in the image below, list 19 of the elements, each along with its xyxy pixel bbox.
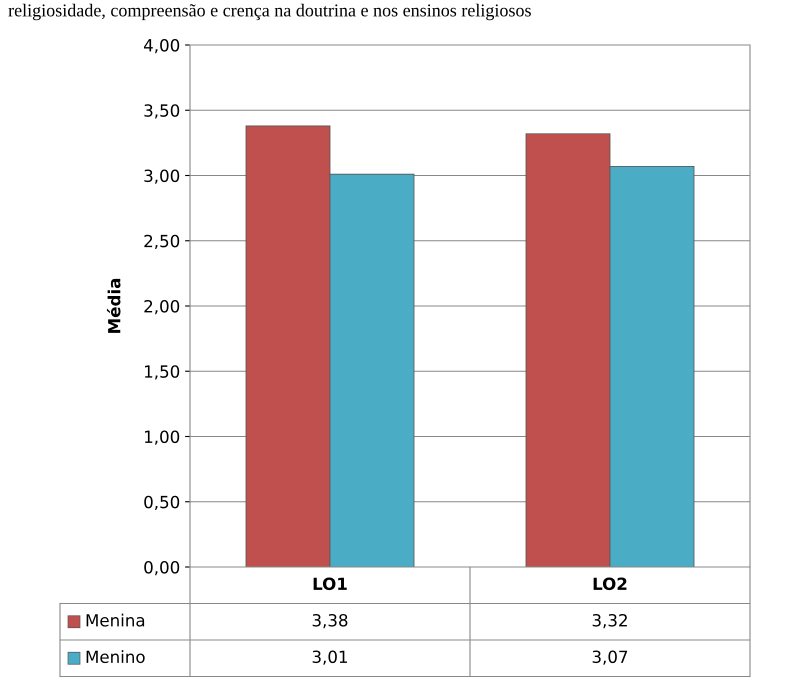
- data-label: 3,01: [312, 650, 348, 665]
- y-tick-label: 3,50: [144, 104, 180, 119]
- legend-label: Menino: [86, 650, 145, 664]
- chart-title: religiosidade, compreensão e crença na doutrina e nos ensinos religiosos: [8, 4, 531, 20]
- y-tick-label: 1,50: [145, 365, 180, 380]
- y-tick-label: 0,00: [144, 560, 180, 576]
- y-tick-label: 0,50: [144, 496, 180, 510]
- legend-label: Menina: [86, 614, 144, 627]
- data-label: 3,38: [312, 614, 348, 628]
- y-tick-label: 4,00: [144, 38, 180, 54]
- y-tick-label: 2,00: [144, 300, 180, 314]
- y-axis-title: Média: [106, 278, 120, 333]
- data-label: 3,07: [592, 650, 628, 665]
- y-tick-label: 3,00: [144, 169, 180, 184]
- y-tick-label: 2,50: [144, 234, 180, 250]
- x-tick-label: LO2: [594, 577, 626, 590]
- x-tick-label: LO1: [314, 577, 347, 590]
- data-label: 3,32: [592, 614, 627, 628]
- y-tick-label: 1,00: [145, 430, 180, 445]
